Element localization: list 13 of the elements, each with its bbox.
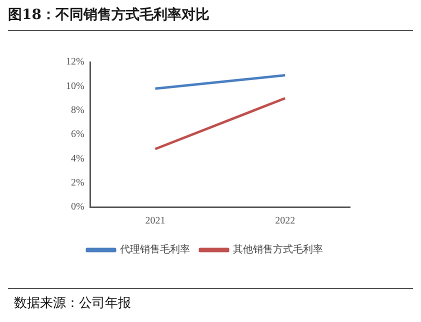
source-note: 数据来源：公司年报	[14, 295, 131, 312]
y-tick-label: 10%	[66, 80, 84, 92]
y-tick-label: 0%	[70, 202, 84, 213]
legend-label: 代理销售毛利率	[119, 244, 190, 256]
chart-title: 图18：不同销售方式毛利率对比	[8, 6, 210, 24]
x-tick-label: 2022	[275, 216, 296, 227]
x-tick-label: 2021	[145, 216, 166, 227]
y-tick-label: 4%	[70, 153, 84, 164]
y-tick-label: 2%	[70, 177, 84, 188]
y-tick-label: 12%	[66, 56, 84, 68]
y-tick-label: 8%	[70, 104, 84, 116]
legend-label: 其他销售方式毛利率	[233, 244, 323, 256]
y-tick-label: 6%	[70, 129, 84, 140]
